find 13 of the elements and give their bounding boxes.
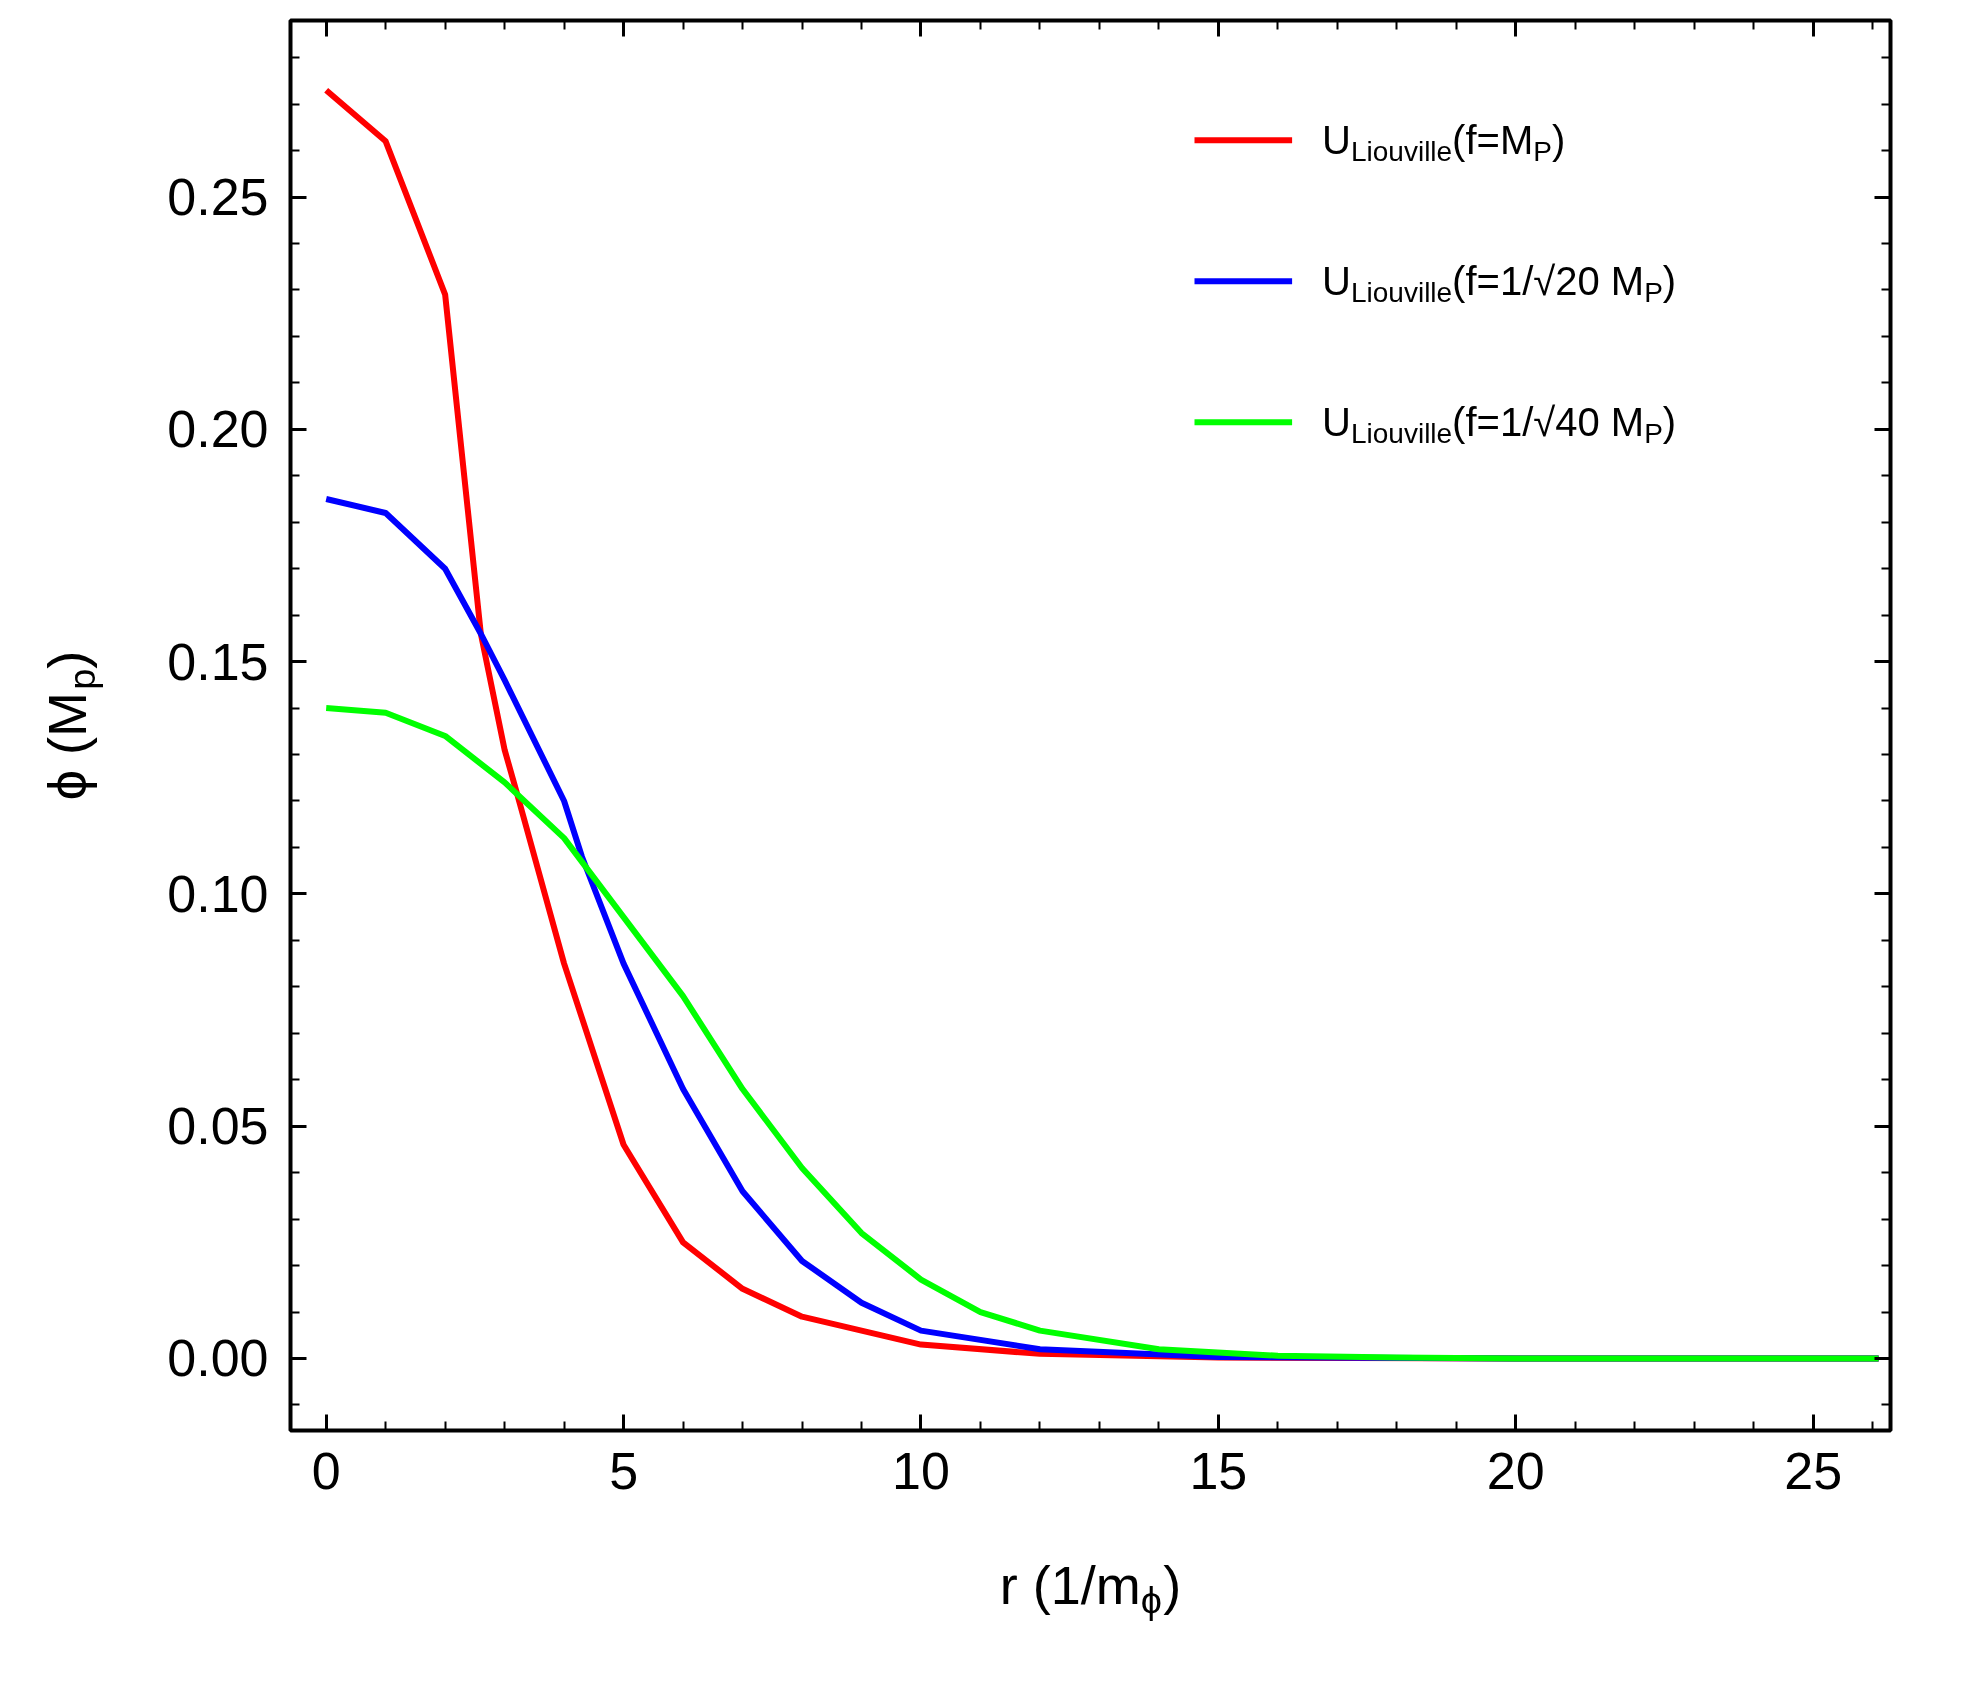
y-tick-label: 0.05 [167,1097,269,1156]
y-axis-title: ϕ (Mp) [36,650,103,801]
x-tick-label: 15 [1189,1441,1248,1500]
y-tick-label: 0.00 [167,1329,269,1388]
y-tick-label: 0.15 [167,632,269,691]
x-tick-label: 10 [892,1441,950,1500]
x-tick-label: 20 [1486,1441,1545,1500]
y-tick-label: 0.25 [167,168,269,227]
x-tick-label: 5 [609,1441,639,1500]
x-tick-label: 25 [1784,1441,1843,1500]
y-tick-label: 0.20 [167,400,269,459]
y-tick-label: 0.10 [167,864,269,923]
x-tick-label: 0 [311,1441,341,1500]
